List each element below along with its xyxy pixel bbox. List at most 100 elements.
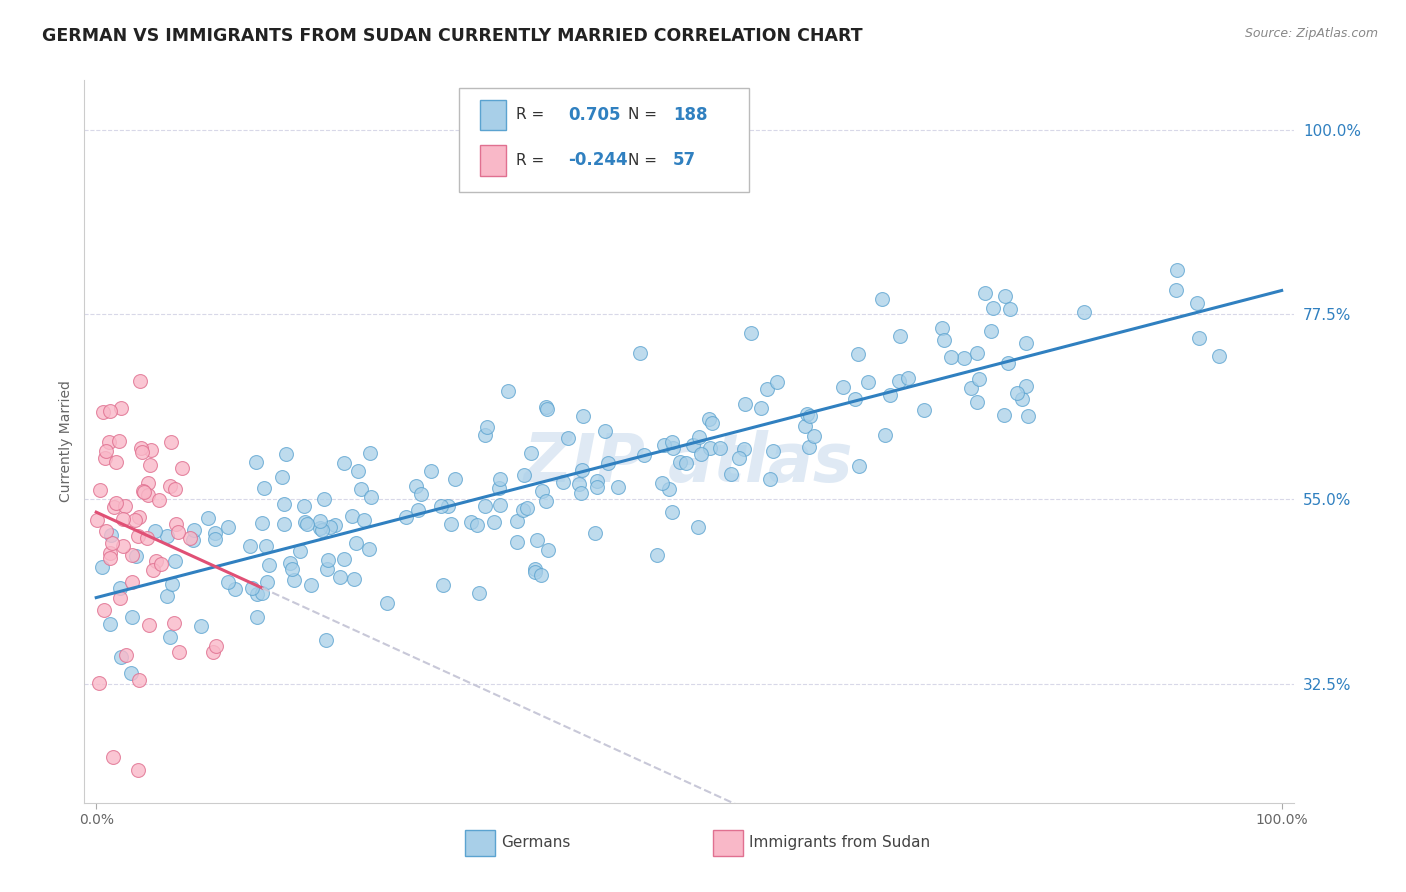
Text: 57: 57 [673,152,696,169]
Point [240,581,263,595]
Point [148,493,170,508]
Point [796,407,818,421]
Point [129,442,152,456]
Point [110,581,132,595]
Point [759,472,782,486]
Point [245,455,267,469]
Point [658,482,681,496]
Point [107,434,129,448]
FancyBboxPatch shape [479,145,506,176]
Point [149,558,172,572]
Point [405,479,427,493]
Point [183,523,205,537]
Point [409,487,432,501]
Point [124,513,146,527]
Point [309,514,332,528]
Point [292,499,315,513]
Point [519,446,541,460]
Point [858,375,880,389]
Point [690,447,713,461]
Point [474,499,496,513]
Point [204,532,226,546]
Point [98,404,121,418]
Point [103,500,125,514]
Point [114,648,136,662]
Point [1073,305,1095,319]
Point [294,515,316,529]
Point [799,409,821,423]
Text: GERMAN VS IMMIGRANTS FROM SUDAN CURRENTLY MARRIED CORRELATION CHART: GERMAN VS IMMIGRANTS FROM SUDAN CURRENTL… [42,27,863,45]
Point [1017,409,1039,423]
Point [688,520,710,534]
Point [156,589,179,603]
Point [994,289,1017,303]
Point [163,615,186,630]
Point [1014,335,1036,350]
Point [997,356,1019,370]
Point [912,402,935,417]
Point [159,479,181,493]
Point [160,576,183,591]
Point [489,471,512,485]
Point [250,516,273,530]
Point [793,418,815,433]
Point [163,483,186,497]
Point [138,618,160,632]
Point [312,492,335,507]
Point [169,645,191,659]
Point [274,447,297,461]
Point [98,546,121,560]
Point [931,320,953,334]
Point [749,401,772,416]
Point [273,516,295,531]
Point [530,568,553,582]
Point [488,481,510,495]
Point [651,475,673,490]
Point [165,554,187,568]
Point [87,675,110,690]
Point [1007,386,1029,401]
Point [675,456,697,470]
Point [94,524,117,538]
Point [662,441,685,455]
Point [98,617,121,632]
Point [256,574,278,589]
Point [848,347,870,361]
Point [496,384,519,399]
Point [136,531,159,545]
Point [465,518,488,533]
Point [343,573,366,587]
Point [128,673,150,687]
Point [803,429,825,443]
Point [571,462,593,476]
Point [246,610,269,624]
Point [125,549,148,564]
Point [132,485,155,500]
Point [406,503,429,517]
Point [733,442,755,456]
Point [506,515,529,529]
Point [108,591,131,605]
Point [309,521,332,535]
Point [202,645,225,659]
Y-axis label: Currently Married: Currently Married [59,381,73,502]
Point [762,444,785,458]
Point [534,494,557,508]
Point [505,535,527,549]
Text: N =: N = [628,107,662,122]
Point [319,519,342,533]
Point [205,640,228,654]
Point [129,374,152,388]
Point [100,527,122,541]
Point [127,529,149,543]
Point [329,570,352,584]
Point [359,446,381,460]
Point [395,510,418,524]
Point [513,467,536,482]
Point [98,551,121,566]
Point [132,483,155,498]
Point [131,445,153,459]
Point [93,450,115,465]
Point [952,351,974,365]
Point [844,392,866,407]
